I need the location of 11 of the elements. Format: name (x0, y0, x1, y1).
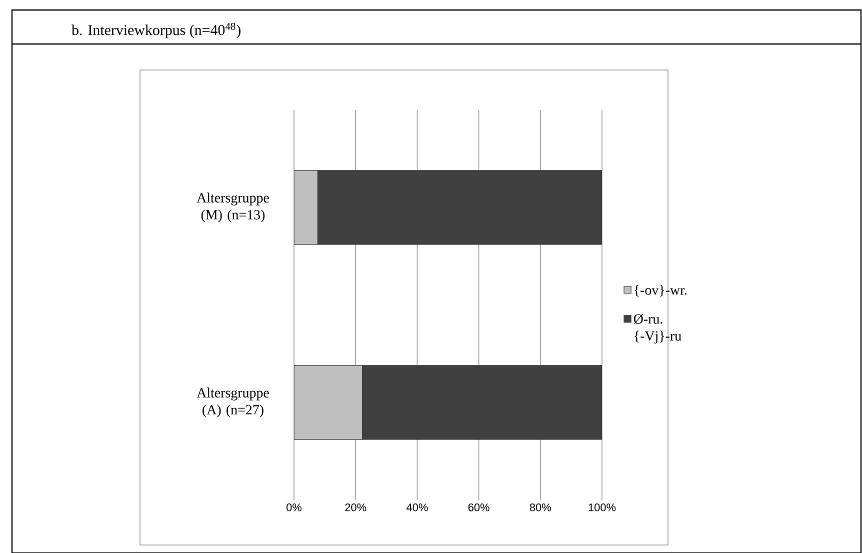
x-tick-label: 100% (588, 504, 616, 512)
y-tick-label: Altersgruppe (M) (n=13) (196, 192, 269, 222)
text: b. Interviewkorpus (n=40$^{48}$) (72, 22, 240, 38)
x-tick-label: 0% (286, 504, 302, 512)
x-tick-label: 60% (468, 504, 490, 512)
x-tick-label: 80% (530, 504, 551, 512)
x-tick-label: 40% (406, 504, 428, 512)
legend-label: Ø-ru. {-Vj}-ru (634, 314, 682, 344)
y-tick-label: Altersgruppe (A) (n=27) (196, 388, 269, 418)
x-tick-label: 20% (345, 504, 366, 512)
legend-label: {-ov}-wr. (634, 284, 686, 296)
